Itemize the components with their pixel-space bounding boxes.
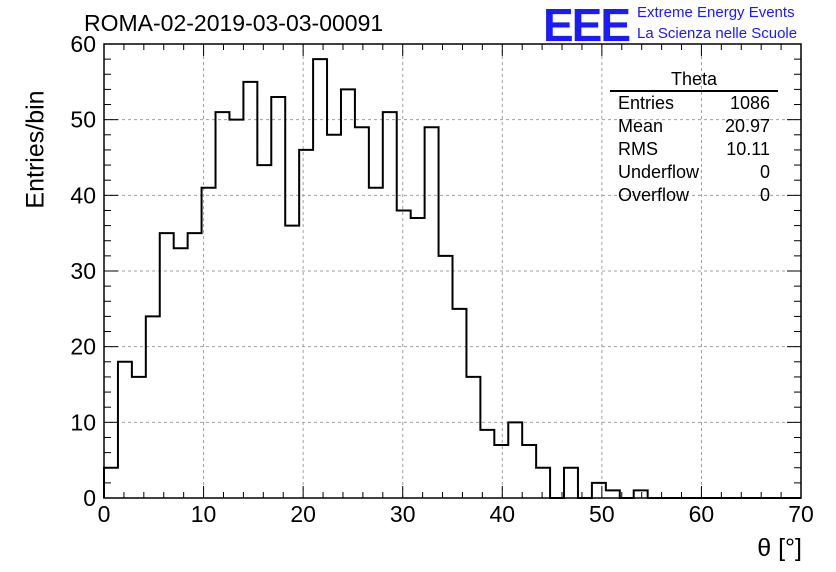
y-tick-label: 40 [70,182,96,208]
histogram-bin [383,112,397,498]
histogram-bin [522,445,536,498]
y-tick-label: 20 [70,334,96,360]
y-tick-label: 10 [70,409,96,435]
histogram-bin [480,430,494,498]
stats-title: Theta [610,68,778,92]
histogram-bin [243,82,257,498]
y-tick-label: 50 [70,107,96,133]
histogram-bin [118,362,132,498]
histogram-bin [313,59,327,498]
stats-box: Theta Entries 1086 Mean 20.97 RMS 10.11 … [610,68,780,207]
chart-title: ROMA-02-2019-03-03-00091 [84,10,384,36]
x-tick-label: 0 [98,501,111,527]
histogram-bin [174,248,188,498]
histogram-bin [146,316,160,498]
stats-label: RMS [618,139,658,159]
stats-value: 1086 [729,93,770,113]
stats-label: Entries [618,93,675,113]
histogram-bin [564,468,578,498]
x-tick-label: 30 [390,501,416,527]
stats-row-entries: Entries 1086 [610,92,780,115]
histogram-bin [285,226,299,498]
stats-value: 20.97 [724,116,770,136]
histogram-bin [202,188,216,498]
logo-mark: EEE [543,0,631,51]
histogram-bin [397,210,411,498]
histogram-bin [453,309,467,498]
x-tick-label: 60 [689,501,715,527]
histogram-bin [341,89,355,498]
histogram-bin [606,490,620,498]
histogram-bin [355,127,369,498]
stats-row-rms: RMS 10.11 [610,138,780,161]
histogram-bin [132,377,146,498]
histogram-bin [188,233,202,498]
histogram-bin [466,377,480,498]
histogram-bin [327,135,341,498]
histogram-bin [160,233,174,498]
x-tick-label: 50 [589,501,615,527]
x-tick-label: 70 [788,501,814,527]
stats-value: 0 [759,185,770,205]
histogram-bin [271,97,285,498]
stats-row-underflow: Underflow 0 [610,161,780,184]
x-tick-label: 10 [191,501,217,527]
histogram-bin [536,468,550,498]
y-tick-label: 60 [70,31,96,57]
eee-logo: EEE Extreme Energy Events La Scienza nel… [543,0,833,51]
stats-value: 10.11 [726,139,770,159]
histogram-bin [439,256,453,498]
histogram-bin [411,218,425,498]
stats-row-mean: Mean 20.97 [610,115,780,138]
histogram-bin [369,188,383,498]
histogram-bin [229,120,243,498]
histogram-bin [494,445,508,498]
histogram-bin [508,422,522,498]
stats-label: Mean [618,116,664,136]
histogram-bin [425,127,439,498]
logo-line-2: La Scienza nelle Scuole [637,25,798,42]
stats-row-overflow: Overflow 0 [610,184,780,207]
histogram-bin [216,112,230,498]
stats-label: Overflow [618,185,690,205]
histogram-bin [257,165,271,498]
y-tick-label: 0 [83,485,96,511]
histogram-bin [592,483,606,498]
stats-value: 0 [759,162,770,182]
x-axis-label: θ [°] [757,534,802,562]
histogram-bin [299,150,313,498]
x-tick-label: 40 [489,501,515,527]
stats-label: Underflow [618,162,700,182]
logo-line-1: Extreme Energy Events [637,4,795,21]
y-tick-label: 30 [70,258,96,284]
histogram-bin [634,490,648,498]
x-tick-label: 20 [290,501,316,527]
